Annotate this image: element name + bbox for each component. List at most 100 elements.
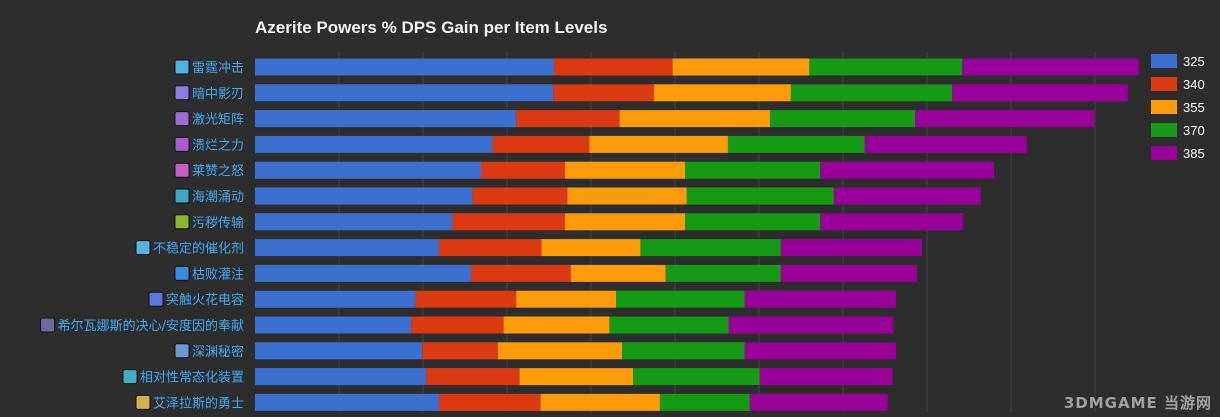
category-label: 希尔瓦娜斯的决心/安度因的奉献	[58, 318, 244, 334]
bar-385-12	[744, 342, 896, 360]
bar-325-3	[255, 110, 517, 128]
bar-370-8	[640, 239, 781, 257]
category-label: 艾泽拉斯的勇士	[153, 395, 244, 411]
power-icon	[174, 188, 190, 204]
category-label: 海潮涌动	[192, 190, 244, 205]
power-icon	[148, 291, 164, 307]
bar-355-9	[570, 264, 666, 282]
chart-title: Azerite Powers % DPS Gain per Item Level…	[255, 18, 608, 37]
category-label: 枯败灌注	[192, 267, 244, 282]
bar-325-8	[255, 239, 439, 257]
power-icon	[174, 59, 190, 75]
bar-325-13	[255, 368, 427, 386]
bar-340-2	[553, 84, 654, 102]
legend-label: 355	[1183, 100, 1205, 115]
category-label: 暗中影刃	[192, 87, 244, 102]
bar-355-7	[565, 213, 686, 231]
bar-385-10	[744, 290, 896, 308]
bar-370-2	[790, 84, 953, 102]
bar-370-5	[685, 161, 821, 179]
power-icon	[174, 136, 190, 152]
power-icon	[174, 85, 190, 101]
bar-340-4	[492, 135, 590, 153]
bar-370-14	[659, 393, 750, 411]
category-label: 污秽传输	[192, 215, 244, 231]
bar-385-14	[749, 393, 888, 411]
bar-370-13	[633, 368, 760, 386]
bar-340-3	[516, 110, 620, 128]
bar-370-4	[727, 135, 865, 153]
bar-370-3	[769, 110, 916, 128]
bar-355-1	[672, 58, 810, 76]
bar-340-5	[481, 161, 565, 179]
legend-swatch	[1151, 146, 1177, 160]
bar-325-10	[255, 290, 416, 308]
category-label: 深渊秘密	[192, 344, 244, 360]
bar-340-14	[439, 393, 541, 411]
bar-355-6	[567, 187, 687, 205]
bar-340-7	[452, 213, 565, 231]
bar-355-12	[497, 342, 623, 360]
bar-355-11	[503, 316, 610, 334]
legend: 325 340 355 370 385	[1151, 54, 1205, 161]
bar-370-7	[685, 213, 821, 231]
power-icon	[40, 317, 56, 333]
bar-340-8	[439, 239, 542, 257]
bar-370-11	[609, 316, 729, 334]
bar-340-1	[554, 58, 673, 76]
bar-355-14	[540, 393, 660, 411]
bar-340-6	[472, 187, 568, 205]
bar-370-9	[665, 264, 781, 282]
bar-355-4	[589, 135, 728, 153]
bar-355-8	[541, 239, 641, 257]
bar-370-1	[809, 58, 963, 76]
legend-label: 340	[1183, 77, 1205, 92]
bar-355-3	[619, 110, 770, 128]
bar-370-6	[686, 187, 834, 205]
category-label: 激光矩阵	[192, 113, 244, 128]
bar-385-5	[820, 161, 995, 179]
legend-swatch	[1151, 123, 1177, 137]
bar-385-8	[780, 239, 922, 257]
category-label: 突触火花电容	[166, 292, 244, 308]
bar-325-7	[255, 213, 453, 231]
bar-355-2	[654, 84, 791, 102]
bar-385-1	[962, 58, 1139, 76]
power-icon	[174, 162, 190, 178]
bar-385-13	[759, 368, 893, 386]
power-icon	[135, 394, 151, 410]
bar-325-1	[255, 58, 554, 76]
bar-340-11	[411, 316, 504, 334]
bar-325-5	[255, 161, 481, 179]
bar-325-2	[255, 84, 554, 102]
bar-385-11	[728, 316, 894, 334]
watermark: 3DMGAME 当游网	[1063, 394, 1212, 412]
bar-340-13	[426, 368, 520, 386]
bar-385-7	[820, 213, 964, 231]
power-icon	[174, 214, 190, 230]
bar-325-4	[255, 135, 493, 153]
bar-325-6	[255, 187, 473, 205]
power-icon	[122, 369, 138, 385]
power-icon	[174, 111, 190, 127]
category-label: 雷霆冲击	[192, 61, 244, 76]
legend-swatch	[1151, 77, 1177, 91]
bar-370-12	[622, 342, 745, 360]
bar-385-2	[952, 84, 1128, 102]
bar-370-10	[616, 290, 745, 308]
bar-340-10	[415, 290, 517, 308]
category-label: 溃烂之力	[192, 138, 244, 153]
legend-label: 370	[1183, 123, 1205, 138]
legend-label: 325	[1183, 54, 1205, 69]
legend-label: 385	[1183, 146, 1205, 161]
bar-385-4	[864, 135, 1027, 153]
bar-385-3	[915, 110, 1095, 128]
bar-385-9	[780, 264, 917, 282]
power-icon	[135, 240, 151, 256]
bar-340-9	[470, 264, 571, 282]
category-label: 不稳定的催化剂	[153, 241, 244, 257]
bar-355-5	[565, 161, 686, 179]
category-label: 莱赞之怒	[192, 164, 244, 179]
